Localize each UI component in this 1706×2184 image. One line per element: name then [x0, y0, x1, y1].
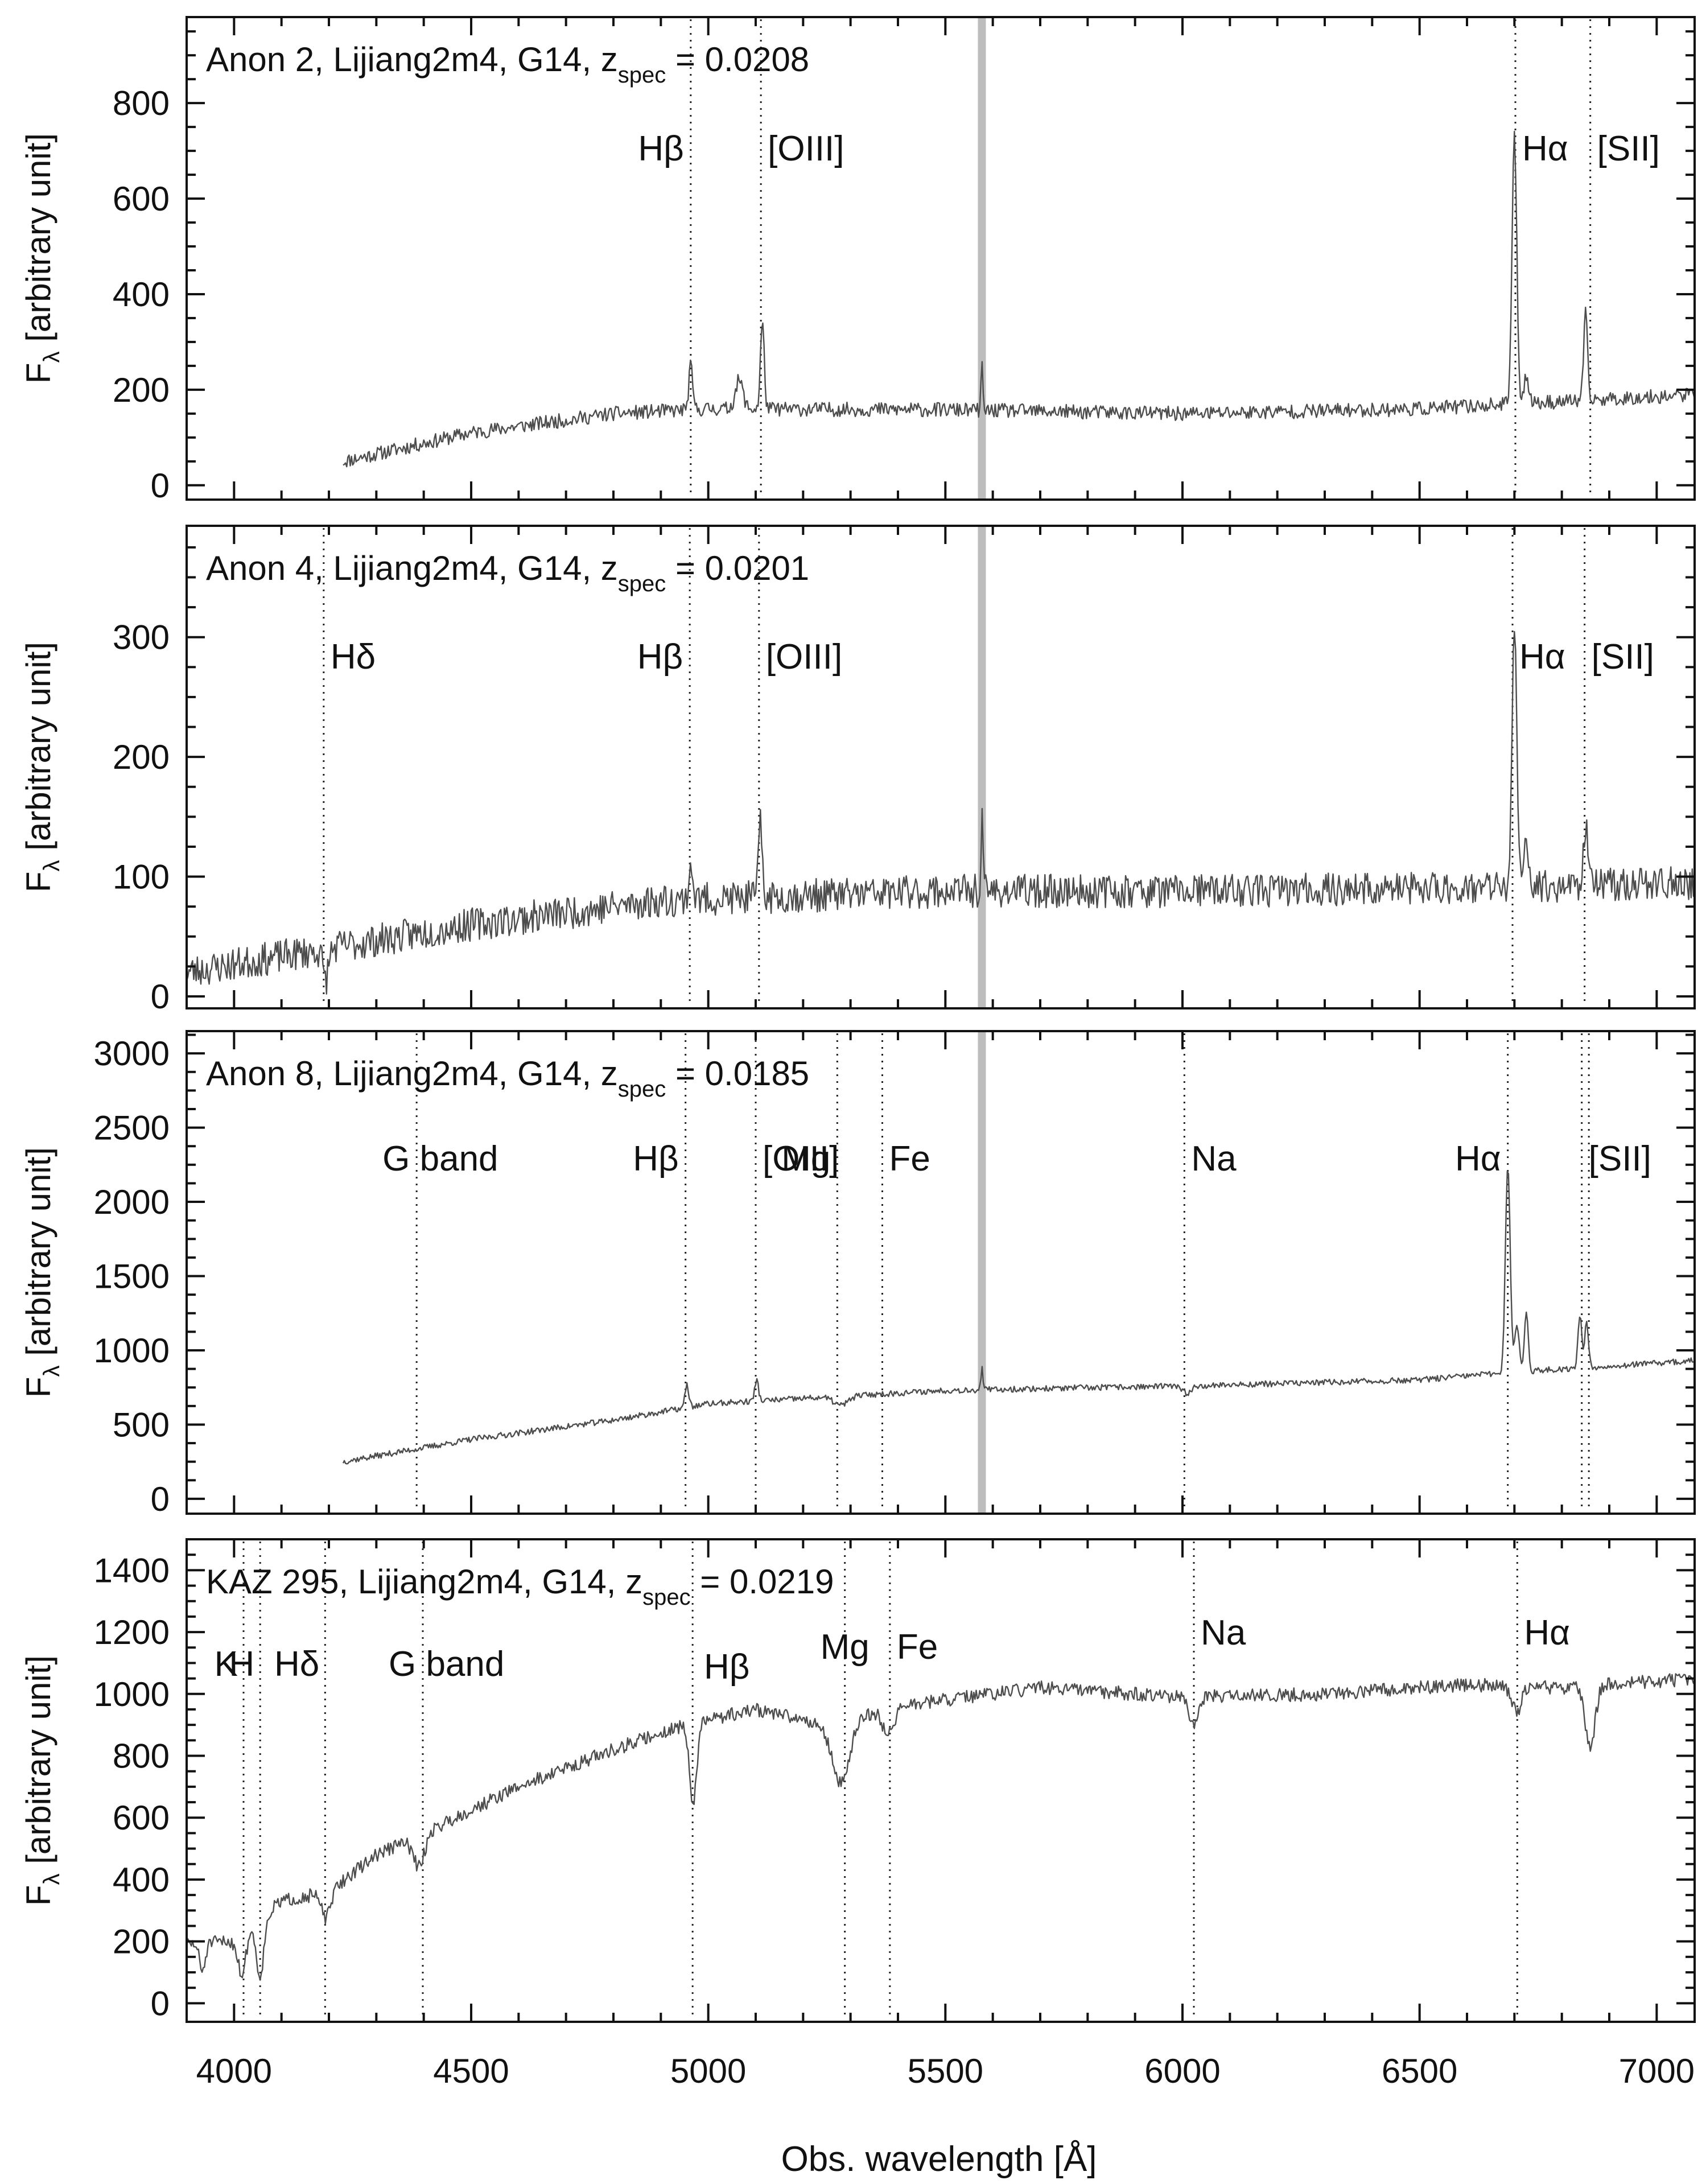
spectrum-series	[186, 631, 1696, 995]
y-tick-label: 0	[151, 1480, 170, 1518]
panel-3: 0 500 1000 1500 2000 2500 3000 Anon 8, Lijiang2…	[19, 1030, 1696, 1518]
line-label: Hα	[1522, 129, 1568, 168]
spectrum-series	[342, 1171, 1695, 1465]
line-label: G band	[389, 1645, 504, 1684]
sky-line-band	[978, 1031, 986, 1514]
line-label: Hβ	[633, 1139, 678, 1178]
panel-frame	[186, 525, 1696, 1009]
sky-line-band	[978, 17, 986, 500]
x-tick-label: 5500	[908, 2052, 983, 2090]
x-tick-label: 4500	[433, 2052, 509, 2090]
y-axis-label: Fλ [arbitrary unit]	[19, 642, 64, 892]
x-axis-label: Obs. wavelength [Å]	[781, 2140, 1097, 2179]
y-tick-label: 200	[113, 1923, 170, 1961]
y-tick-label: 400	[113, 1861, 170, 1899]
y-axis-label: Fλ [arbitrary unit]	[19, 1147, 64, 1398]
line-label: H	[229, 1645, 254, 1684]
y-tick-label: 1200	[94, 1613, 170, 1651]
line-label: [OIII]	[766, 637, 842, 677]
y-tick-label: 300	[113, 619, 170, 657]
spectrum-series	[343, 130, 1696, 468]
panel-4: 0 200 400 600 800 1000 1200 1400 KAZ 295, Lijian…	[19, 1538, 1696, 2023]
y-tick-label: 200	[113, 738, 170, 776]
line-label: Hα	[1524, 1613, 1570, 1653]
y-tick-label: 400	[113, 275, 170, 314]
spectrum-series	[186, 1673, 1695, 1981]
y-axis-label: Fλ [arbitrary unit]	[19, 1655, 64, 1906]
line-label: Mg	[821, 1627, 870, 1667]
y-tick-label: 1000	[94, 1675, 170, 1713]
y-tick-label: 800	[113, 1737, 170, 1775]
y-tick-label: 1400	[94, 1551, 170, 1589]
sky-line-band	[978, 526, 986, 1008]
line-label: Na	[1201, 1613, 1246, 1653]
y-tick-label: 800	[113, 84, 170, 122]
panel-title: Anon 4, Lijiang2m4, G14, zspec = 0.0201	[206, 549, 809, 596]
line-label: [SII]	[1592, 637, 1654, 677]
y-tick-label: 600	[113, 1799, 170, 1837]
x-tick-label: 4000	[196, 2052, 272, 2090]
y-tick-label: 0	[151, 1984, 170, 2022]
x-axis: 4000 4500 5000 5500 6000 6500 7000	[196, 2052, 1695, 2090]
line-label: G band	[382, 1139, 498, 1178]
panel-1: 0 200 400 600 800 Anon 2, Lijiang2m4, G14, zs…	[19, 16, 1696, 505]
line-label: Fe	[897, 1627, 938, 1667]
y-tick-label: 3000	[94, 1035, 170, 1073]
panel-frame	[186, 1030, 1696, 1515]
line-label: K	[215, 1645, 238, 1684]
y-tick-label: 2500	[94, 1109, 170, 1147]
line-label: Fe	[889, 1139, 930, 1178]
panel-title: Anon 8, Lijiang2m4, G14, zspec = 0.0185	[206, 1054, 809, 1102]
spectra-panels: 0 200 400 600 800 Anon 2, Lijiang2m4, G14, zs…	[19, 16, 1696, 2023]
line-label: Hβ	[637, 637, 683, 677]
x-tick-label: 6500	[1382, 2052, 1457, 2090]
line-label: Hβ	[704, 1647, 749, 1687]
line-label: Hα	[1455, 1139, 1501, 1178]
x-tick-label: 6000	[1144, 2052, 1220, 2090]
panel-frame	[186, 16, 1696, 501]
y-axis-label: Fλ [arbitrary unit]	[19, 133, 64, 384]
line-label: Hβ	[638, 129, 683, 168]
line-label: [OIII]	[768, 129, 844, 168]
panel-2: 0 100 200 300 Anon 4, Lijiang2m4, G14, zspec…	[19, 525, 1696, 1016]
x-tick-label: 7000	[1619, 2052, 1695, 2090]
y-tick-label: 2000	[94, 1183, 170, 1221]
line-label: Mg	[781, 1139, 830, 1178]
y-tick-label: 1500	[94, 1258, 170, 1296]
y-tick-label: 0	[151, 467, 170, 505]
panel-frame	[186, 1538, 1696, 2023]
y-tick-label: 0	[151, 978, 170, 1016]
y-tick-label: 1000	[94, 1332, 170, 1370]
panel-title: KAZ 295, Lijiang2m4, G14, zspec = 0.0219	[206, 1563, 834, 1610]
line-label: [SII]	[1597, 129, 1660, 168]
line-label: Hα	[1519, 637, 1565, 677]
line-label: Na	[1191, 1139, 1237, 1178]
y-tick-label: 100	[113, 858, 170, 896]
panel-title: Anon 2, Lijiang2m4, G14, zspec = 0.0208	[206, 40, 809, 88]
y-tick-label: 200	[113, 371, 170, 409]
y-tick-label: 600	[113, 180, 170, 218]
line-label: Hδ	[274, 1645, 319, 1684]
y-tick-label: 500	[113, 1406, 170, 1444]
line-label: [OIII]	[763, 1139, 839, 1178]
x-tick-label: 5000	[670, 2052, 746, 2090]
line-label: [SII]	[1589, 1139, 1651, 1178]
line-label: Hδ	[331, 637, 376, 677]
